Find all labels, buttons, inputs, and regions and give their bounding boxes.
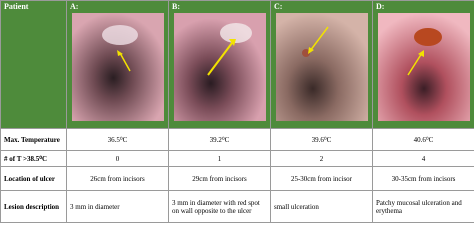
endoscopy-image: [275, 13, 368, 121]
cell: 1: [168, 150, 271, 167]
patient-header: Patient: [0, 0, 67, 129]
cell: 3 mm in diameter: [66, 190, 169, 223]
column-label: C:: [274, 2, 283, 11]
column-label: B:: [172, 2, 180, 11]
cell: 39.6⁰C: [270, 128, 373, 151]
cell: 4: [372, 150, 474, 167]
cell: 0: [66, 150, 169, 167]
cell: 29cm from incisors: [168, 166, 271, 191]
row: # of T >38.5⁰C 0 1 2 4: [0, 150, 474, 167]
header-row: Patient A: B: C: D:: [0, 0, 474, 129]
cell: 2: [270, 150, 373, 167]
endoscopy-image: [173, 13, 266, 121]
endoscopy-image: [71, 13, 164, 121]
row-label: Max. Temperature: [0, 128, 67, 151]
column-header: D:: [372, 0, 474, 129]
row: Location of ulcer 26cm from incisors 29c…: [0, 166, 474, 191]
cell: 30-35cm from incisors: [372, 166, 474, 191]
cell: 3 mm in diameter with red spot on wall o…: [168, 190, 271, 223]
row-label: Location of ulcer: [0, 166, 67, 191]
cell: 26cm from incisors: [66, 166, 169, 191]
column-label: A:: [70, 2, 79, 11]
column-header: A:: [66, 0, 169, 129]
row-label: Lesion description: [0, 190, 67, 223]
row: Max. Temperature 36.5⁰C 39.2⁰C 39.6⁰C 40…: [0, 128, 474, 151]
column-label: D:: [376, 2, 385, 11]
row-label: # of T >38.5⁰C: [0, 150, 67, 167]
cell: small ulceration: [270, 190, 373, 223]
cell: 40.6⁰C: [372, 128, 474, 151]
row: Lesion description 3 mm in diameter 3 mm…: [0, 190, 474, 223]
cell: 25-30cm from incisor: [270, 166, 373, 191]
column-header: B:: [168, 0, 271, 129]
findings-table: Patient A: B: C: D: Max. Temperature 36.…: [0, 0, 474, 223]
cell: Patchy mucosal ulceration and erythema: [372, 190, 474, 223]
cell: 39.2⁰C: [168, 128, 271, 151]
cell: 36.5⁰C: [66, 128, 169, 151]
column-header: C:: [270, 0, 373, 129]
endoscopy-image: [377, 13, 470, 121]
